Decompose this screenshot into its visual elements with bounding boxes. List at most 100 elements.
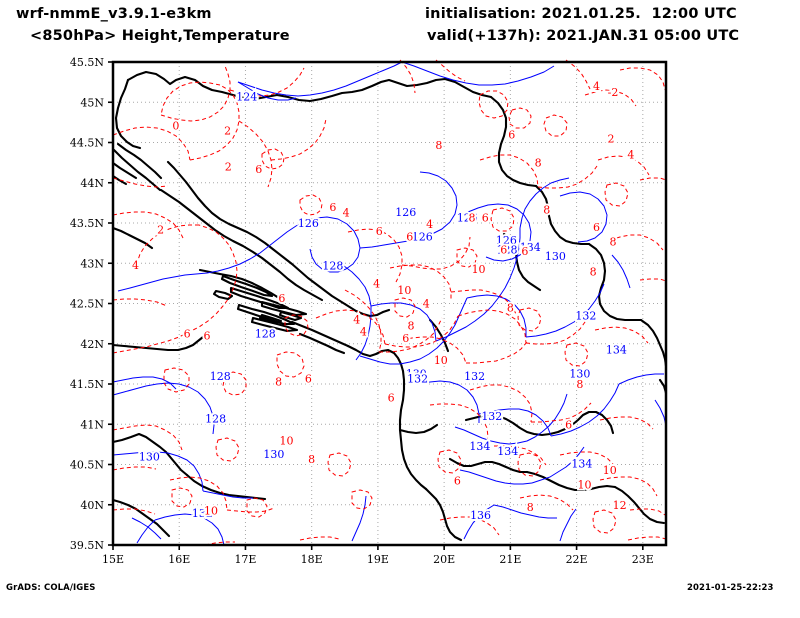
contour-label-halo: 134: [520, 241, 541, 254]
contour-label-halo: 10: [280, 434, 294, 447]
gridlines: [113, 62, 666, 545]
y-tick-label: 42.5N: [70, 298, 104, 311]
contour-label-halo: 8: [435, 139, 442, 152]
contour-label: 6: [402, 332, 409, 345]
contour-label: 126: [395, 206, 416, 219]
contour-label: 6: [278, 292, 285, 305]
y-tick-label: 43N: [80, 257, 104, 270]
contour-label: 8: [527, 501, 534, 514]
contour-label: 6: [406, 231, 413, 244]
contour-label-halo: 128: [322, 260, 343, 273]
contour-label-halo: 132: [192, 507, 213, 520]
contour-label: 8: [535, 157, 542, 170]
contour-label: 8: [610, 236, 617, 249]
contour-label-halo: 6: [376, 225, 383, 238]
y-tick-label: 44.5N: [70, 137, 104, 150]
y-tick-label: 39.5N: [70, 539, 104, 552]
contour-label: 6: [305, 372, 312, 385]
contour-label-halo: 126: [412, 231, 433, 244]
axis-ticks: [108, 61, 644, 550]
x-tick-label: 17E: [234, 553, 256, 566]
contour-label-halo: 128: [210, 370, 231, 383]
contour-label-halo: 6: [500, 244, 507, 257]
x-tick-label: 20E: [433, 553, 455, 566]
contour-label-halo: 132: [464, 370, 485, 383]
x-tick-label: 23E: [632, 553, 654, 566]
x-tick-label: 21E: [499, 553, 521, 566]
y-tick-label: 45N: [80, 96, 104, 109]
contour-label: 134: [571, 458, 592, 471]
contour-label: 6: [204, 330, 211, 343]
x-axis-tick-labels: 15E 16E 17E 18E 19E 20E 21E 22E 23E: [102, 553, 654, 566]
contour-label-halo: -2: [608, 86, 619, 99]
contour-label-halo: 8: [527, 501, 534, 514]
contour-label-halo: 8: [576, 378, 583, 391]
contour-label: 8: [468, 211, 475, 224]
contour-label: 8: [275, 376, 282, 389]
valid-time-label: valid(+137h): 2021.JAN.31 05:00 UTC: [427, 28, 740, 44]
contour-label-halo: 132: [481, 410, 502, 423]
contour-label-halo: 8: [543, 203, 550, 216]
contour-label-halo: 8: [590, 265, 597, 278]
contour-label: 6: [184, 327, 191, 340]
contour-label: 130: [139, 450, 160, 463]
contour-label: 6: [508, 128, 515, 141]
contour-label-halo: 2: [608, 133, 615, 146]
contour-label: 132: [407, 372, 428, 385]
contour-label-halo: 124: [236, 91, 257, 104]
contour-label: 8: [308, 453, 315, 466]
contour-label: 130: [569, 368, 590, 381]
contour-label: 12: [613, 499, 627, 512]
contour-label: 4: [423, 298, 430, 311]
contour-label: 2: [608, 133, 615, 146]
contour-label: 8: [590, 265, 597, 278]
contour-label-halo: 6: [204, 330, 211, 343]
contour-label: 4: [343, 207, 350, 220]
contour-label-halo: 8: [468, 211, 475, 224]
contour-label-halo: 130: [569, 368, 590, 381]
contour-label-halo: 4: [353, 314, 360, 327]
contour-label-halo: 6: [184, 327, 191, 340]
level-field-label: <850hPa> Height,Temperature: [30, 28, 290, 44]
y-tick-label: 45.5N: [70, 56, 104, 69]
contour-label-halo: 6: [406, 231, 413, 244]
y-axis-tick-labels: 39.5N 40N 40.5N 41N 41.5N 42N 42.5N 43N 43.5N 44N…: [70, 56, 104, 552]
contour-label-halo: 10: [204, 504, 218, 517]
contour-label-halo: 6: [521, 245, 528, 258]
contour-label-halo: 132: [575, 310, 596, 323]
contour-label: 134: [606, 343, 627, 356]
contour-label: 128: [205, 413, 226, 426]
contour-label: 6: [521, 245, 528, 258]
contour-label-halo: 4: [423, 298, 430, 311]
y-tick-label: 43.5N: [70, 217, 104, 230]
contour-label: 6: [565, 418, 572, 431]
contour-label-halo: 128: [255, 327, 276, 340]
contour-label: 10: [280, 434, 294, 447]
contour-label-halo: 130: [139, 450, 160, 463]
contour-label-halo: 10: [472, 263, 486, 276]
contour-label-halo: 6: [454, 475, 461, 488]
contour-label-halo: 12: [613, 499, 627, 512]
contour-label-halo: 8: [275, 376, 282, 389]
model-name-label: wrf-nmmE_v3.9.1-e3km: [16, 6, 212, 22]
contour-label: 6: [255, 163, 262, 176]
contour-label: 130: [406, 368, 427, 381]
contour-label-halo: 128: [205, 413, 226, 426]
x-tick-label: 18E: [301, 553, 323, 566]
contour-label-halo: 8: [507, 302, 514, 315]
contour-label: 134: [497, 445, 518, 458]
contour-label: 4: [593, 80, 600, 93]
generation-timestamp-label: 2021-01-25-22:23: [687, 583, 774, 593]
contour-label-halo: 10: [434, 354, 448, 367]
contour-label: 8: [435, 139, 442, 152]
contour-label-halo: 126: [298, 217, 319, 230]
contour-label-halo: 128: [497, 244, 518, 257]
contour-label: 136: [470, 509, 491, 522]
initialisation-time-label: initialisation: 2021.01.25. 12:00 UTC: [425, 6, 737, 22]
contour-label-halo: 8: [408, 319, 415, 332]
contour-label: 2: [157, 223, 164, 236]
contour-label: 132: [464, 370, 485, 383]
contour-label: 134: [520, 241, 541, 254]
